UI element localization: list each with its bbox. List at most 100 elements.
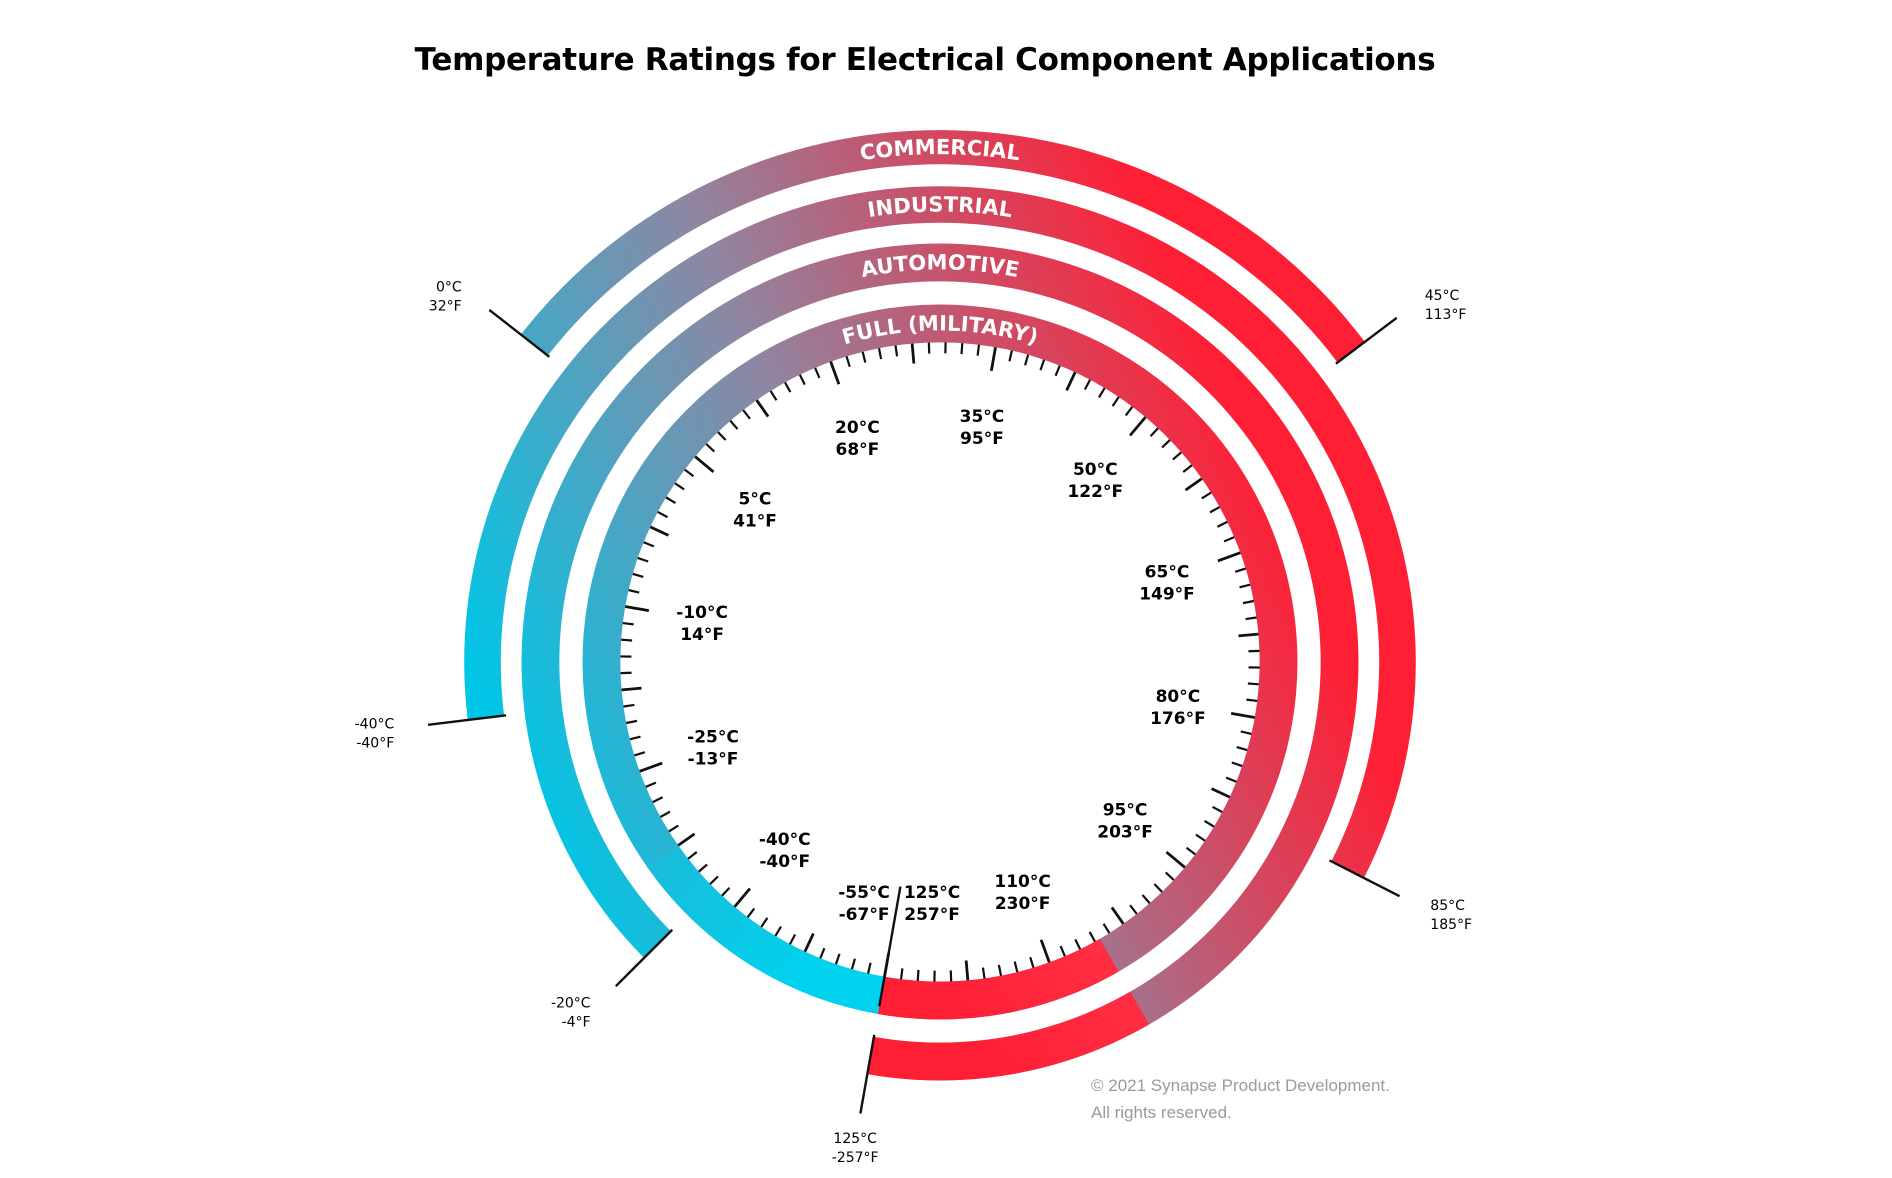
dial-minor-tick [850,958,856,970]
dial-minor-tick [665,496,677,504]
endpoint-marker-line [859,1034,876,1114]
dial-minor-tick [819,947,826,959]
ring-military-cold-half [582,304,941,1015]
dial-minor-tick [784,381,792,393]
dial-minor-tick [1225,776,1237,783]
dial-minor-tick [1074,938,1082,950]
dial-minor-tick [645,781,657,788]
dial-minor-tick [1059,945,1066,957]
dial-major-tick [639,761,663,773]
dial-label-fahrenheit: -13°F [688,750,739,770]
dial-minor-tick [760,917,769,928]
dial-label-fahrenheit: 257°F [904,905,960,925]
dial-minor-tick [867,962,872,974]
dial-minor-tick [742,409,751,420]
dial-minor-tick [1184,477,1203,492]
dial-minor-tick [1172,451,1182,461]
dial-minor-tick [1024,354,1030,366]
dial-major-tick [1165,850,1186,869]
dial-minor-tick [1098,387,1106,399]
dial-minor-tick [1246,698,1258,703]
dial-label-fahrenheit: 14°F [680,625,724,645]
dial-minor-tick [960,343,964,355]
dial-minor-tick [717,431,727,441]
dial-label-fahrenheit: -40°F [759,852,810,872]
dial-label-celsius: 65°C [1145,562,1190,582]
dial-minor-tick [1161,439,1171,449]
dial-minor-tick [628,589,640,594]
dial-minor-tick [769,390,778,401]
dial-minor-tick [668,824,679,833]
dial-minor-tick [1239,583,1251,589]
endpoint-industrial-max: 85°C 185°F [1329,859,1472,933]
copyright-notice: © 2021 Synapse Product Development. All … [1091,1072,1390,1126]
dial-label-celsius: 50°C [1073,460,1118,480]
dial-minor-tick [1185,846,1196,856]
dial-minor-tick [1102,923,1111,934]
dial-major-tick [1217,551,1241,563]
dial-minor-tick [803,932,815,953]
dial-label-celsius: 110°C [994,872,1050,892]
dial-minor-tick [1234,567,1246,573]
dial-layer: -55°C-67°F -40°C-40°F -25°C-13°F -10°C14°F 5… [620,342,1260,1007]
dial-minor-tick [1242,599,1254,605]
dial-minor-tick [861,351,867,363]
dial-major-tick [829,361,841,385]
dial-minor-tick [1211,805,1223,814]
dial-minor-tick [632,572,644,578]
endpoint-label-fahrenheit: -257°F [832,1150,879,1166]
dial-minor-tick [1088,931,1096,943]
dial-minor-tick [981,967,986,979]
dial-minor-tick [1182,464,1193,473]
endpoint-commercial-min: 0°C 32°F [429,279,551,358]
dial-minor-tick [964,960,970,981]
dial-minor-tick [621,686,642,692]
dial-label-celsius: -25°C [687,728,739,748]
dial-minor-tick [652,796,664,804]
dial-minor-tick [1164,871,1175,881]
dial-minor-tick [684,468,695,478]
dial-minor-tick [623,703,635,708]
dial-minor-tick [721,886,731,897]
dial-minor-tick [705,443,716,453]
dial-label-fahrenheit: 41°F [733,512,777,532]
endpoint-commercial-max: 45°C 113°F [1335,288,1466,365]
band-military: FULL (MILITARY) [582,304,1298,1020]
dial-labels: -55°C-67°F -40°C-40°F -25°C-13°F -10°C14°F 5… [676,407,1205,925]
dial-minor-tick [1195,833,1206,842]
endpoint-label-celsius: 0°C [436,279,462,295]
endpoint-label-fahrenheit: 32°F [429,298,462,314]
dial-minor-tick [626,719,638,725]
dial-label-fahrenheit: 203°F [1097,822,1153,842]
dial-minor-tick [621,638,633,642]
dial-label: -40°C-40°F [759,830,811,872]
endpoint-marker-line [1329,859,1401,898]
dial-label-celsius: -40°C [759,830,811,850]
dial-minor-tick [1083,379,1092,391]
dial-minor-tick [1240,730,1252,735]
dial-label-fahrenheit: 122°F [1067,482,1123,502]
dial-minor-tick [1008,350,1013,362]
dial-minor-tick [1153,883,1163,893]
endpoint-marker-line [1335,316,1398,365]
dial-major-tick [1230,711,1256,719]
dial-minor-tick [976,344,981,356]
band-commercial: COMMERCIAL [520,130,1365,363]
dial-minor-tick [1236,746,1248,752]
dial-minor-tick [774,925,782,937]
dial-minor-tick [1231,761,1243,768]
endpoint-marker-line [488,308,551,358]
dial-label-celsius: 95°C [1103,800,1148,820]
endpoint-label-celsius: -20°C [551,995,591,1011]
dial-minor-tick [1141,894,1151,904]
dial-minor-tick [622,621,634,626]
endpoint-automotive-min: -20°C -4°F [551,928,674,1030]
ring-commercial [520,130,1365,363]
dial-label-celsius: 20°C [835,418,880,438]
dial-minor-tick [1247,682,1259,686]
dial-minor-tick [1223,536,1235,543]
endpoint-marker-line [427,714,507,727]
ring-automotive-hot-segment [867,991,1150,1081]
